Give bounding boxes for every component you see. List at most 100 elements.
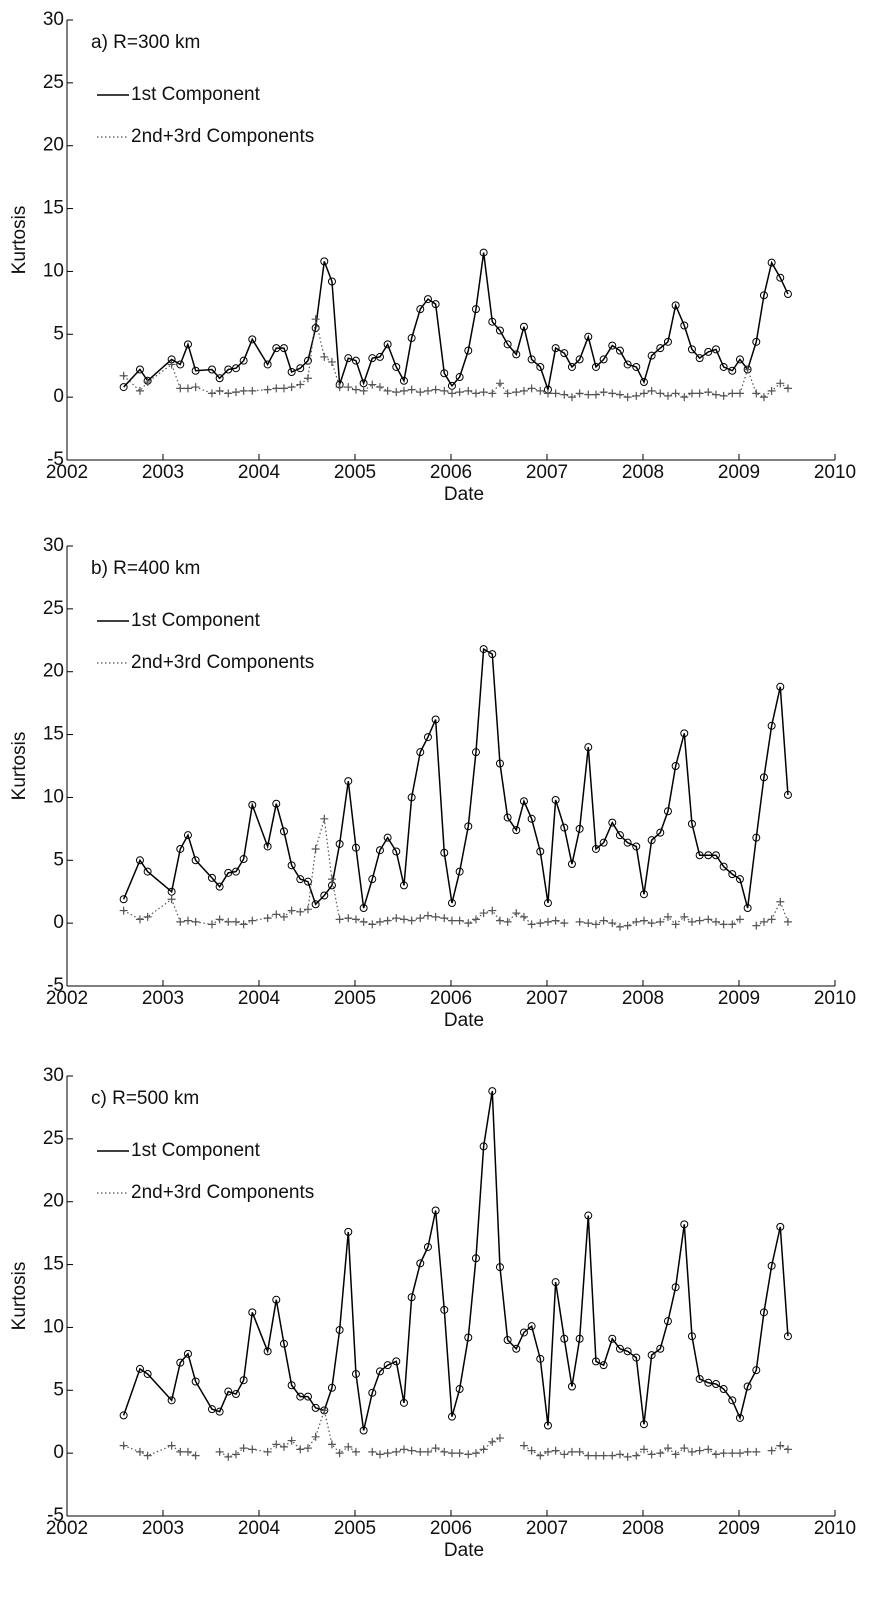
point-marker <box>743 904 752 913</box>
point-marker <box>344 914 353 923</box>
point-marker <box>527 920 536 929</box>
point-marker <box>471 915 480 924</box>
point-marker <box>440 1305 449 1314</box>
x-tick-label: 2005 <box>334 1518 376 1539</box>
point-marker <box>759 917 768 926</box>
point-marker <box>272 1440 281 1449</box>
point-marker <box>231 388 240 397</box>
point-marker <box>416 1447 425 1456</box>
point-marker <box>519 797 528 806</box>
x-tick-label: 2007 <box>526 988 568 1009</box>
point-marker <box>591 1451 600 1460</box>
point-marker <box>368 920 377 929</box>
point-marker <box>335 383 344 392</box>
point-marker <box>623 360 632 369</box>
point-marker <box>728 389 737 398</box>
point-marker <box>615 346 624 355</box>
point-marker <box>191 1451 200 1460</box>
point-marker <box>536 919 545 928</box>
x-tick-label: 2006 <box>430 1518 472 1539</box>
point-marker <box>543 917 552 926</box>
point-marker <box>704 388 713 397</box>
point-marker <box>191 366 200 375</box>
point-marker <box>224 1387 233 1396</box>
point-marker <box>575 1447 584 1456</box>
point-marker <box>503 389 512 398</box>
point-marker <box>272 799 281 808</box>
point-marker <box>719 362 728 371</box>
point-marker <box>119 371 128 380</box>
point-marker <box>488 1437 497 1446</box>
point-marker <box>423 911 432 920</box>
point-marker <box>272 384 281 393</box>
point-marker <box>551 916 560 925</box>
point-marker <box>767 915 776 924</box>
y-tick-label: 20 <box>43 661 64 682</box>
point-marker <box>440 1447 449 1456</box>
y-tick-label: -5 <box>47 1505 64 1526</box>
point-marker <box>783 1332 792 1341</box>
point-marker <box>407 334 416 343</box>
point-marker <box>447 1449 456 1458</box>
point-marker <box>383 833 392 842</box>
point-marker <box>311 324 320 332</box>
legend-label: 2nd+3rd Components <box>131 1182 314 1203</box>
point-marker <box>776 682 785 691</box>
point-marker <box>527 1446 536 1455</box>
point-marker <box>368 1447 377 1456</box>
point-marker <box>215 386 224 395</box>
y-tick-label: 15 <box>43 1254 64 1275</box>
point-marker <box>752 337 761 346</box>
point-marker <box>743 1447 752 1456</box>
point-marker <box>368 380 377 389</box>
point-marker <box>119 1441 128 1450</box>
x-axis-label: Date <box>444 484 484 505</box>
point-marker <box>759 1308 768 1317</box>
point-marker <box>776 1222 785 1231</box>
point-marker <box>239 1376 248 1385</box>
point-marker <box>447 389 456 398</box>
point-marker <box>728 870 737 879</box>
x-tick-label: 2005 <box>334 988 376 1009</box>
point-marker <box>776 273 785 282</box>
point-marker <box>752 833 761 842</box>
point-marker <box>392 362 401 371</box>
point-marker <box>279 912 288 921</box>
point-marker <box>551 1278 560 1287</box>
point-marker <box>599 1361 608 1370</box>
point-marker <box>488 650 497 659</box>
y-tick-label: 5 <box>53 323 64 344</box>
point-marker <box>327 1383 336 1392</box>
point-marker <box>671 920 680 929</box>
point-marker <box>143 378 152 387</box>
point-marker <box>503 1336 512 1344</box>
point-marker <box>248 1308 257 1317</box>
point-marker <box>671 1283 680 1292</box>
point-marker <box>656 917 665 926</box>
point-marker <box>728 366 737 375</box>
point-marker <box>423 295 432 304</box>
point-marker <box>320 352 329 361</box>
point-marker <box>464 386 473 395</box>
point-marker <box>440 386 449 395</box>
point-marker <box>423 1242 432 1251</box>
point-marker <box>383 386 392 395</box>
x-tick-label: 2007 <box>526 1518 568 1539</box>
y-tick-label: 20 <box>43 135 64 156</box>
point-marker <box>767 386 776 395</box>
y-axis-label: Kurtosis <box>9 1262 30 1331</box>
point-marker <box>599 355 608 364</box>
point-marker <box>311 1403 320 1412</box>
point-marker <box>183 831 192 840</box>
point-marker <box>783 917 792 926</box>
point-marker <box>248 916 257 925</box>
point-marker <box>488 317 497 326</box>
panel-title: c) R=500 km <box>91 1088 199 1109</box>
point-marker <box>728 1449 737 1458</box>
point-marker <box>560 919 569 928</box>
x-tick-label: 2003 <box>142 1518 184 1539</box>
point-marker <box>215 915 224 924</box>
point-marker <box>663 912 672 921</box>
point-marker <box>512 350 521 359</box>
